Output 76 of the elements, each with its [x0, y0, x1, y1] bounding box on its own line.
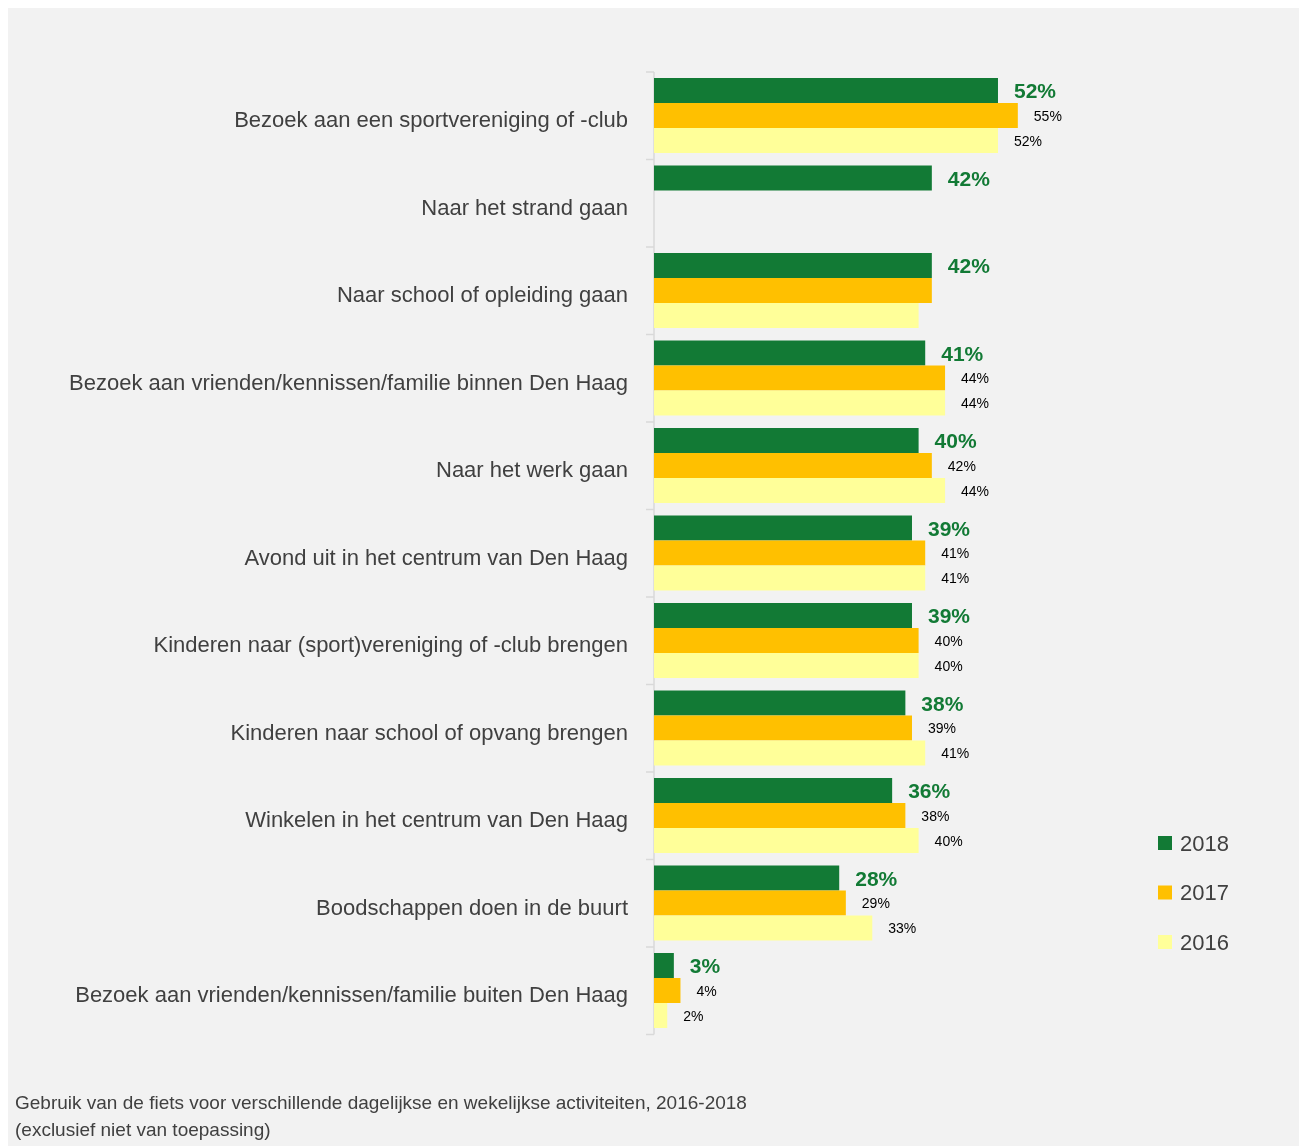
bar	[654, 478, 946, 503]
data-label: 39%	[927, 720, 957, 736]
data-label: 3%	[689, 954, 721, 977]
data-label: 52%	[1013, 79, 1057, 102]
bar	[654, 890, 846, 916]
data-label: 42%	[947, 457, 976, 474]
data-label: 39%	[927, 604, 971, 627]
bar	[654, 515, 912, 541]
data-label: 4%	[696, 982, 717, 999]
bar	[654, 953, 674, 978]
data-label: 40%	[934, 429, 977, 452]
data-label: 33%	[888, 920, 917, 936]
legend-label: 2018	[1180, 830, 1229, 856]
data-label: 55%	[1033, 107, 1062, 124]
bar	[654, 365, 946, 391]
y-tick-label: Boodschappen doen in de buurt	[316, 894, 628, 920]
data-label: 44%	[961, 370, 990, 386]
y-tick-label: Naar school of opleiding gaan	[336, 282, 628, 308]
data-label: 38%	[921, 807, 950, 824]
data-label: 40%	[934, 632, 963, 649]
bar	[654, 628, 919, 653]
bar	[654, 603, 912, 628]
bar	[654, 128, 998, 153]
y-tick-label: Bezoek aan een sportvereniging of -club	[234, 107, 628, 133]
y-tick-label: Avond uit in het centrum van Den Haag	[244, 544, 628, 570]
bar	[654, 915, 873, 941]
data-label: 36%	[908, 779, 951, 802]
bar	[654, 390, 946, 416]
data-label: 40%	[934, 657, 963, 674]
data-label: 29%	[861, 895, 890, 911]
data-label: 41%	[941, 341, 984, 365]
y-tick-label: Bezoek aan vrienden/kennissen/familie binnen Den Haag	[69, 369, 628, 395]
data-label: 41%	[941, 545, 970, 561]
legend-label: 2016	[1180, 929, 1229, 955]
data-label: 42%	[947, 166, 991, 190]
bar	[654, 428, 919, 453]
bar	[654, 715, 912, 741]
bar	[654, 690, 906, 716]
y-tick-label: Naar het strand gaan	[421, 194, 628, 220]
data-label: 39%	[927, 516, 971, 540]
data-label: 38%	[921, 691, 964, 715]
data-label: 40%	[934, 832, 963, 849]
y-tick-label: Winkelen in het centrum van Den Haag	[245, 807, 628, 833]
y-tick-label: Bezoek aan vrienden/kennissen/familie buiten Den Haag	[75, 982, 628, 1008]
bar	[654, 828, 919, 853]
bar	[654, 740, 926, 766]
y-tick-label: Kinderen naar (sport)vereniging of -club brengen	[153, 632, 628, 658]
bar	[654, 253, 932, 278]
data-label: 41%	[941, 745, 970, 761]
bar	[654, 803, 906, 828]
bar	[654, 778, 893, 803]
bar	[654, 653, 919, 678]
bar	[654, 978, 681, 1003]
data-label: 52%	[1013, 132, 1043, 149]
bar	[654, 1003, 668, 1028]
text: Gebruik van de fiets voor verschillende dagelijkse en wekelijkse activiteiten, 2016-2018	[15, 1091, 747, 1113]
bar	[654, 340, 926, 366]
y-tick-label: Kinderen naar school of opvang brengen	[230, 719, 628, 745]
bar	[654, 540, 926, 566]
data-label: 2%	[683, 1007, 704, 1024]
legend-label: 2017	[1180, 880, 1229, 905]
bar	[654, 453, 932, 478]
bar	[654, 78, 998, 103]
bar	[654, 303, 919, 328]
data-label: 44%	[961, 482, 990, 499]
data-label: 42%	[947, 254, 991, 277]
data-label: 28%	[855, 866, 898, 890]
bar	[654, 565, 926, 591]
y-tick-label: Naar het werk gaan	[436, 457, 628, 483]
bar	[654, 165, 932, 191]
text: (exclusief niet van toepassing)	[15, 1118, 271, 1140]
bar	[654, 865, 840, 891]
data-label: 41%	[941, 570, 970, 586]
bar	[654, 103, 1018, 128]
bar	[654, 278, 932, 303]
data-label: 44%	[961, 395, 990, 411]
